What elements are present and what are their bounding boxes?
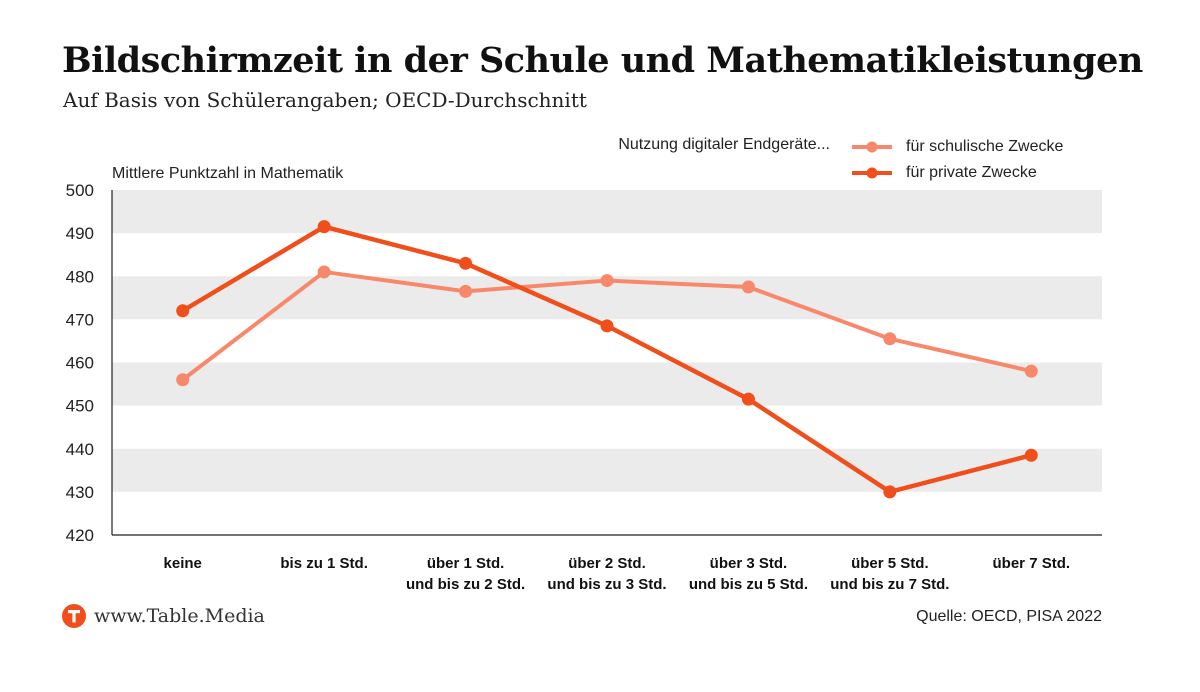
- x-tick-label: über 1 Std.: [427, 555, 505, 572]
- legend-intro: Nutzung digitaler Endgeräte...: [618, 136, 830, 153]
- y-tick-label: 430: [66, 483, 94, 502]
- y-tick-label: 460: [66, 354, 94, 373]
- data-point-private: [176, 304, 190, 318]
- table-media-logo-icon: [62, 604, 86, 628]
- x-tick-label: über 3 Std.: [710, 555, 788, 572]
- x-tick-label: und bis zu 7 Std.: [830, 576, 949, 593]
- brand-text: www.Table.Media: [94, 605, 265, 627]
- data-point-private: [883, 485, 897, 499]
- data-point-school: [741, 280, 755, 294]
- x-tick-label: über 5 Std.: [851, 555, 929, 572]
- y-tick-label: 480: [66, 267, 94, 286]
- grid-band: [112, 448, 1102, 492]
- y-tick-label: 420: [66, 526, 94, 545]
- data-point-private: [600, 319, 614, 333]
- chart-title: Bildschirmzeit in der Schule und Mathema…: [62, 40, 1143, 81]
- x-tick-label: und bis zu 3 Std.: [547, 576, 666, 593]
- y-tick-label: 500: [66, 181, 94, 200]
- legend-item-school: für schulische Zwecke: [852, 134, 1063, 160]
- legend-item-private: für private Zwecke: [852, 160, 1063, 186]
- grid-band: [112, 190, 1102, 234]
- data-point-school: [600, 274, 614, 288]
- grid-band: [112, 362, 1102, 406]
- data-point-school: [883, 332, 897, 346]
- y-tick-label: 470: [66, 310, 94, 329]
- x-tick-label: und bis zu 5 Std.: [689, 576, 808, 593]
- y-tick-label: 450: [66, 397, 94, 416]
- y-axis-label: Mittlere Punktzahl in Mathematik: [112, 165, 344, 182]
- x-tick-label: und bis zu 2 Std.: [406, 576, 525, 593]
- legend: für schulische Zwecke für private Zwecke: [852, 134, 1063, 186]
- x-tick-label: bis zu 1 Std.: [280, 555, 368, 572]
- legend-swatch-school: [852, 141, 892, 153]
- data-point-school: [459, 284, 473, 298]
- legend-swatch-private: [852, 167, 892, 179]
- y-tick-label: 440: [66, 440, 94, 459]
- chart-subtitle: Auf Basis von Schülerangaben; OECD-Durch…: [63, 88, 587, 112]
- legend-label-school: für schulische Zwecke: [906, 138, 1064, 155]
- legend-label-private: für private Zwecke: [906, 164, 1037, 181]
- data-point-school: [1024, 364, 1038, 378]
- data-point-private: [459, 256, 473, 270]
- data-point-private: [741, 392, 755, 406]
- data-point-school: [317, 265, 331, 279]
- data-point-private: [1024, 448, 1038, 462]
- x-tick-label: über 7 Std.: [993, 555, 1071, 572]
- footer-brand: www.Table.Media: [62, 604, 265, 628]
- x-tick-label: über 2 Std.: [568, 555, 646, 572]
- x-tick-label: keine: [164, 555, 202, 572]
- source-note: Quelle: OECD, PISA 2022: [916, 608, 1102, 625]
- y-tick-label: 490: [66, 224, 94, 243]
- data-point-school: [176, 373, 190, 387]
- data-point-private: [317, 220, 331, 234]
